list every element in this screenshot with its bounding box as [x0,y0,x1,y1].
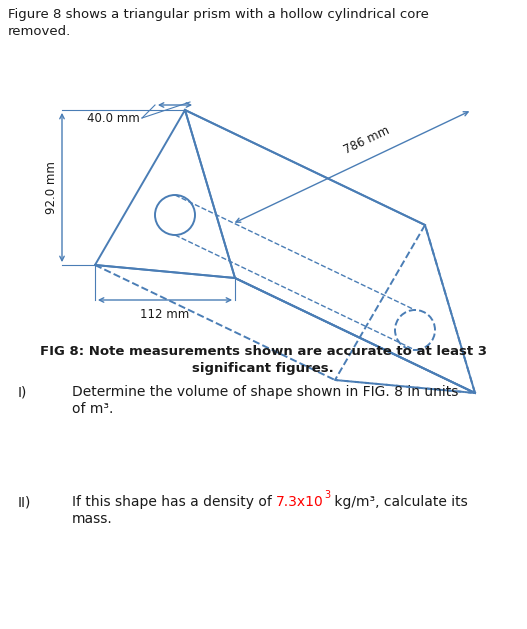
Text: Figure 8 shows a triangular prism with a hollow cylindrical core: Figure 8 shows a triangular prism with a… [8,8,429,21]
Text: II): II) [18,495,32,509]
Text: 92.0 mm: 92.0 mm [45,161,58,214]
Text: FIG 8: Note measurements shown are accurate to at least 3: FIG 8: Note measurements shown are accur… [40,345,486,358]
Text: I): I) [18,385,27,399]
Text: significant figures.: significant figures. [192,362,334,375]
Text: 40.0 mm: 40.0 mm [87,111,140,125]
Text: If this shape has a density of: If this shape has a density of [72,495,276,509]
Text: 7.3x10: 7.3x10 [276,495,324,509]
Text: removed.: removed. [8,25,71,38]
Text: Determine the volume of shape shown in FIG. 8 in units: Determine the volume of shape shown in F… [72,385,458,399]
Text: of m³.: of m³. [72,402,113,416]
Text: 786 mm: 786 mm [342,124,392,157]
Text: 3: 3 [324,490,330,500]
Text: mass.: mass. [72,512,113,526]
Text: 112 mm: 112 mm [140,308,190,321]
Text: kg/m³, calculate its: kg/m³, calculate its [330,495,468,509]
